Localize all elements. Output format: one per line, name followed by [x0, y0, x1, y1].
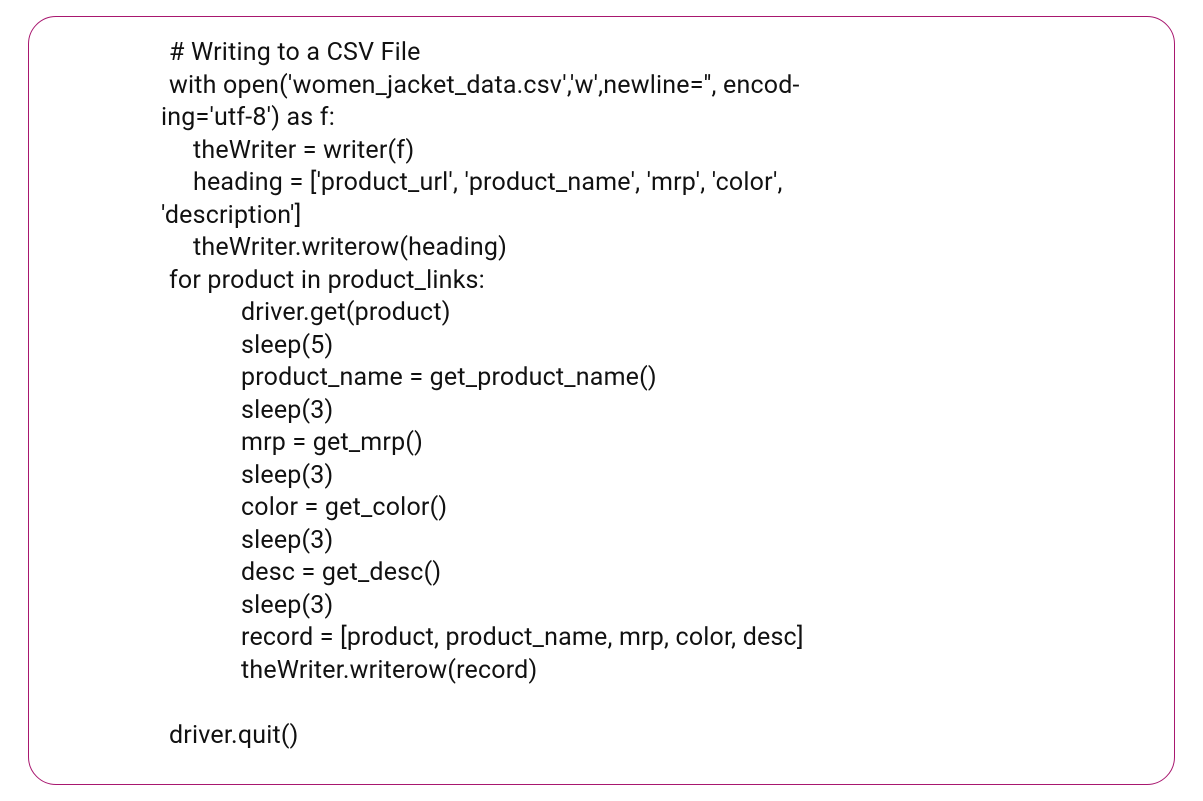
code-snippet-container: # Writing to a CSV Filewith open('women_…: [28, 16, 1175, 785]
code-line: 'description']: [161, 200, 1034, 233]
code-line: theWriter.writerow(heading): [169, 232, 1034, 265]
code-line: theWriter = writer(f): [169, 135, 1034, 168]
code-line: with open('women_jacket_data.csv','w',ne…: [169, 70, 1034, 103]
code-line: theWriter.writerow(record): [169, 655, 1034, 688]
code-line: color = get_color(): [169, 492, 1034, 525]
code-line: [169, 687, 1034, 720]
code-line: ing='utf-8') as f:: [161, 102, 1034, 135]
code-line: mrp = get_mrp(): [169, 427, 1034, 460]
code-block: # Writing to a CSV Filewith open('women_…: [169, 37, 1034, 752]
code-line: sleep(5): [169, 330, 1034, 363]
code-line: record = [product, product_name, mrp, co…: [169, 622, 1034, 655]
code-line: sleep(3): [169, 525, 1034, 558]
code-line: sleep(3): [169, 460, 1034, 493]
code-line: desc = get_desc(): [169, 557, 1034, 590]
code-line: heading = ['product_url', 'product_name'…: [169, 167, 1034, 200]
code-line: sleep(3): [169, 590, 1034, 623]
code-line: for product in product_links:: [169, 265, 1034, 298]
code-line: product_name = get_product_name(): [169, 362, 1034, 395]
code-line: # Writing to a CSV File: [169, 37, 1034, 70]
code-line: driver.quit(): [169, 720, 1034, 753]
code-line: sleep(3): [169, 395, 1034, 428]
code-line: driver.get(product): [169, 297, 1034, 330]
